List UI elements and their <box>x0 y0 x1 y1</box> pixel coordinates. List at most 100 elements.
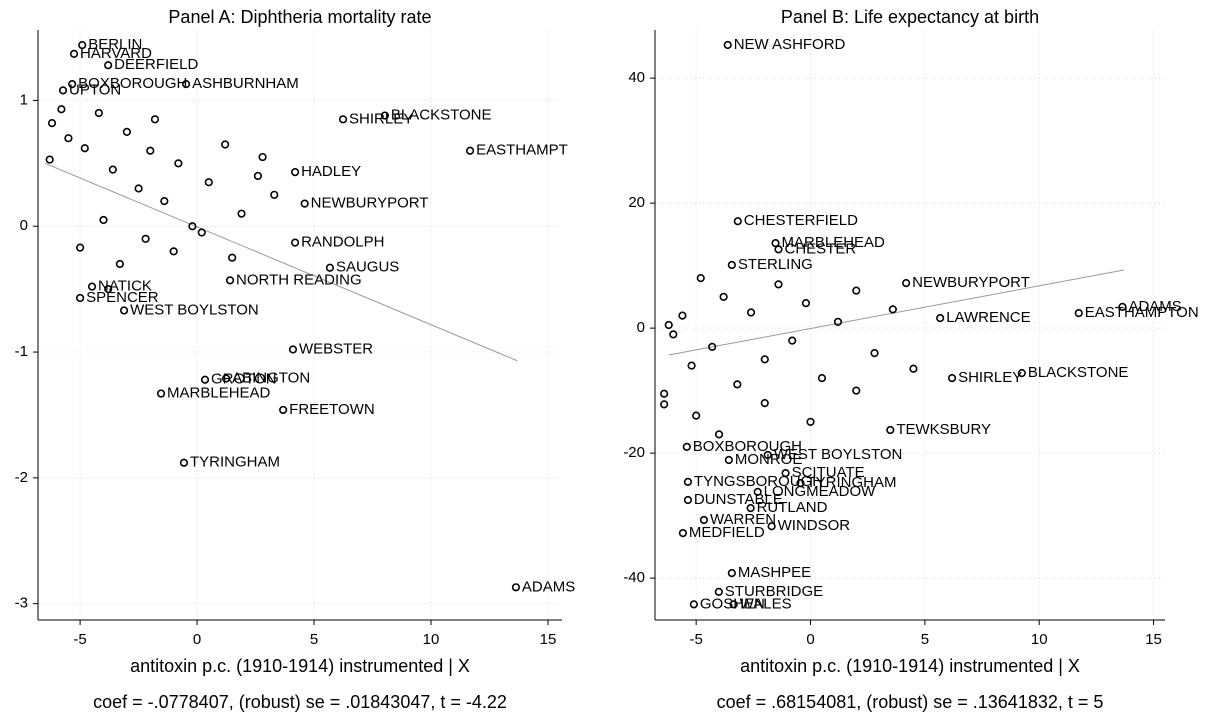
point-label: HARVARD <box>80 45 152 62</box>
point <box>678 311 687 320</box>
point <box>221 140 230 149</box>
point <box>511 583 521 592</box>
point <box>746 504 755 513</box>
y-tick-label: 0 <box>637 319 645 336</box>
point <box>45 155 54 164</box>
x-tick-label: 0 <box>806 631 814 648</box>
point-label: EASTHAMPTON <box>1085 304 1199 321</box>
point <box>150 115 160 124</box>
point <box>279 405 288 415</box>
point <box>253 171 262 181</box>
point <box>179 458 189 467</box>
y-tick-label: 40 <box>628 69 645 86</box>
point <box>380 111 390 120</box>
point <box>288 345 298 354</box>
point-label: MONROE <box>735 451 803 468</box>
point <box>719 292 728 301</box>
x-tick-label: -5 <box>689 631 702 648</box>
point <box>729 600 738 609</box>
point-label: EASTHAMPT <box>476 142 568 159</box>
point-label: ADAMS <box>522 578 575 595</box>
point <box>936 314 945 323</box>
point <box>156 389 166 398</box>
point <box>76 293 85 303</box>
point <box>58 86 68 95</box>
x-tick-label: 10 <box>423 631 440 648</box>
point-label: CHESTER <box>784 240 856 257</box>
point <box>682 442 691 451</box>
point <box>338 115 348 124</box>
point <box>225 276 235 285</box>
point <box>87 282 97 291</box>
point <box>99 215 108 225</box>
point-label: FREETOWN <box>289 401 375 418</box>
fit-line <box>668 269 1124 356</box>
point-label: SAUGUS <box>336 259 399 276</box>
point <box>771 239 780 248</box>
point <box>64 134 73 143</box>
point <box>678 529 688 538</box>
point <box>258 152 267 162</box>
point <box>767 522 776 531</box>
point-label: LAWRENCE <box>946 309 1030 326</box>
point <box>753 487 762 496</box>
point-label: BOXBOROUGH <box>693 438 802 455</box>
point-label: MARBLEHEAD <box>782 234 886 251</box>
x-tick-label: 15 <box>1145 631 1162 648</box>
point <box>714 430 724 439</box>
point <box>1118 302 1127 311</box>
x-axis-label: antitoxin p.c. (1910-1914) instrumented … <box>130 656 470 676</box>
y-tick-label: -2 <box>15 469 28 486</box>
point-label: MASHPEE <box>738 564 811 581</box>
point <box>760 355 769 364</box>
point-label: TEWKSBURY <box>896 421 991 438</box>
point-label: WEBSTER <box>299 340 373 357</box>
point <box>660 400 669 409</box>
point-label: LONGMEADOW <box>764 483 877 500</box>
point <box>115 259 124 269</box>
point <box>68 79 77 89</box>
point-label: BLACKSTONE <box>391 107 492 124</box>
point <box>727 569 736 578</box>
point <box>727 260 736 270</box>
point <box>760 399 769 408</box>
point <box>174 159 183 168</box>
point-label: SCITUATE <box>792 464 865 481</box>
point <box>465 146 475 155</box>
point-label: ASHBURNHAM <box>192 75 299 92</box>
point-label: WARREN <box>710 511 776 528</box>
point <box>94 108 103 118</box>
point <box>80 144 89 153</box>
point-label: MEDFIELD <box>689 524 765 541</box>
point <box>683 477 693 486</box>
point-label: RANDOLPH <box>301 234 384 251</box>
point <box>119 306 129 315</box>
point <box>47 118 57 128</box>
point <box>76 243 85 252</box>
point <box>104 285 113 294</box>
point <box>237 209 246 218</box>
point-label: UPTON <box>69 81 121 98</box>
point <box>870 349 879 358</box>
x-tick-label: 10 <box>1031 631 1048 648</box>
point-label: CHESTERFIELD <box>744 212 858 229</box>
point <box>774 280 783 289</box>
point <box>146 146 155 155</box>
point <box>817 374 827 383</box>
panel-title: Panel B: Life expectancy at birth <box>781 7 1039 27</box>
point <box>774 245 783 254</box>
point <box>188 222 197 231</box>
point-label: NORTH READING <box>236 271 362 288</box>
point <box>781 469 790 478</box>
y-tick-label: 0 <box>20 217 28 234</box>
x-tick-label: -5 <box>73 631 86 648</box>
point <box>689 600 698 609</box>
y-tick-label: -40 <box>623 569 645 586</box>
point <box>692 411 701 420</box>
point <box>325 263 335 272</box>
point <box>947 374 957 383</box>
point <box>204 178 213 187</box>
point-label: WEST BOYLSTON <box>774 446 903 463</box>
point-label: SHIRLEY <box>349 110 413 127</box>
point-label: BLACKSTONE <box>1028 364 1129 381</box>
